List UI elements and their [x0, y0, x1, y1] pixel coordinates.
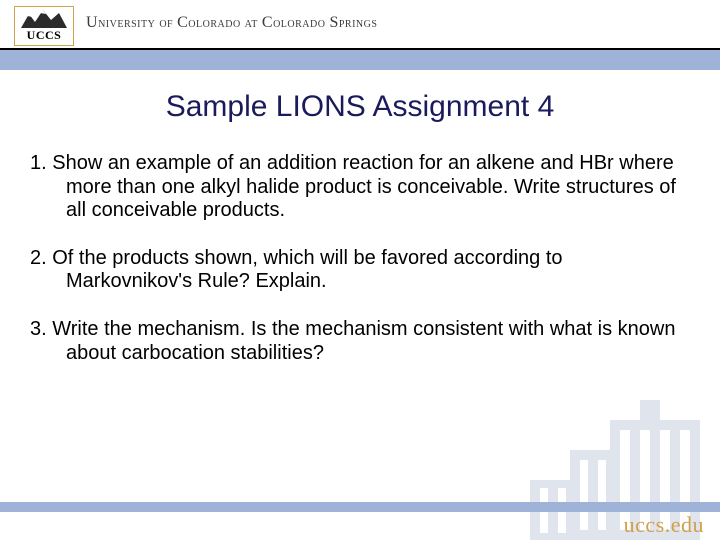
logo-text: UCCS: [27, 28, 62, 43]
uccs-logo: UCCS: [14, 6, 74, 46]
footer-brand-text: uccs.edu: [624, 512, 704, 538]
question-1: 1. Show an example of an addition reacti…: [30, 152, 690, 223]
question-3: 3. Write the mechanism. Is the mechanism…: [30, 318, 690, 365]
question-3-number: 3.: [30, 318, 47, 340]
question-2: 2. Of the products shown, which will be …: [30, 247, 690, 294]
question-3-text: Write the mechanism. Is the mechanism co…: [52, 318, 675, 364]
question-1-number: 1.: [30, 152, 47, 174]
slide-content: Sample LIONS Assignment 4 1. Show an exa…: [0, 90, 720, 389]
mountain-icon: [21, 10, 67, 28]
header-accent-bar: [0, 50, 720, 70]
question-2-text: Of the products shown, which will be fav…: [52, 247, 562, 293]
question-2-number: 2.: [30, 247, 47, 269]
slide-title: Sample LIONS Assignment 4: [30, 90, 690, 124]
footer-accent-bar: [0, 502, 720, 512]
question-1-text: Show an example of an addition reaction …: [52, 152, 676, 221]
university-name: University of Colorado at Colorado Sprin…: [86, 14, 377, 32]
